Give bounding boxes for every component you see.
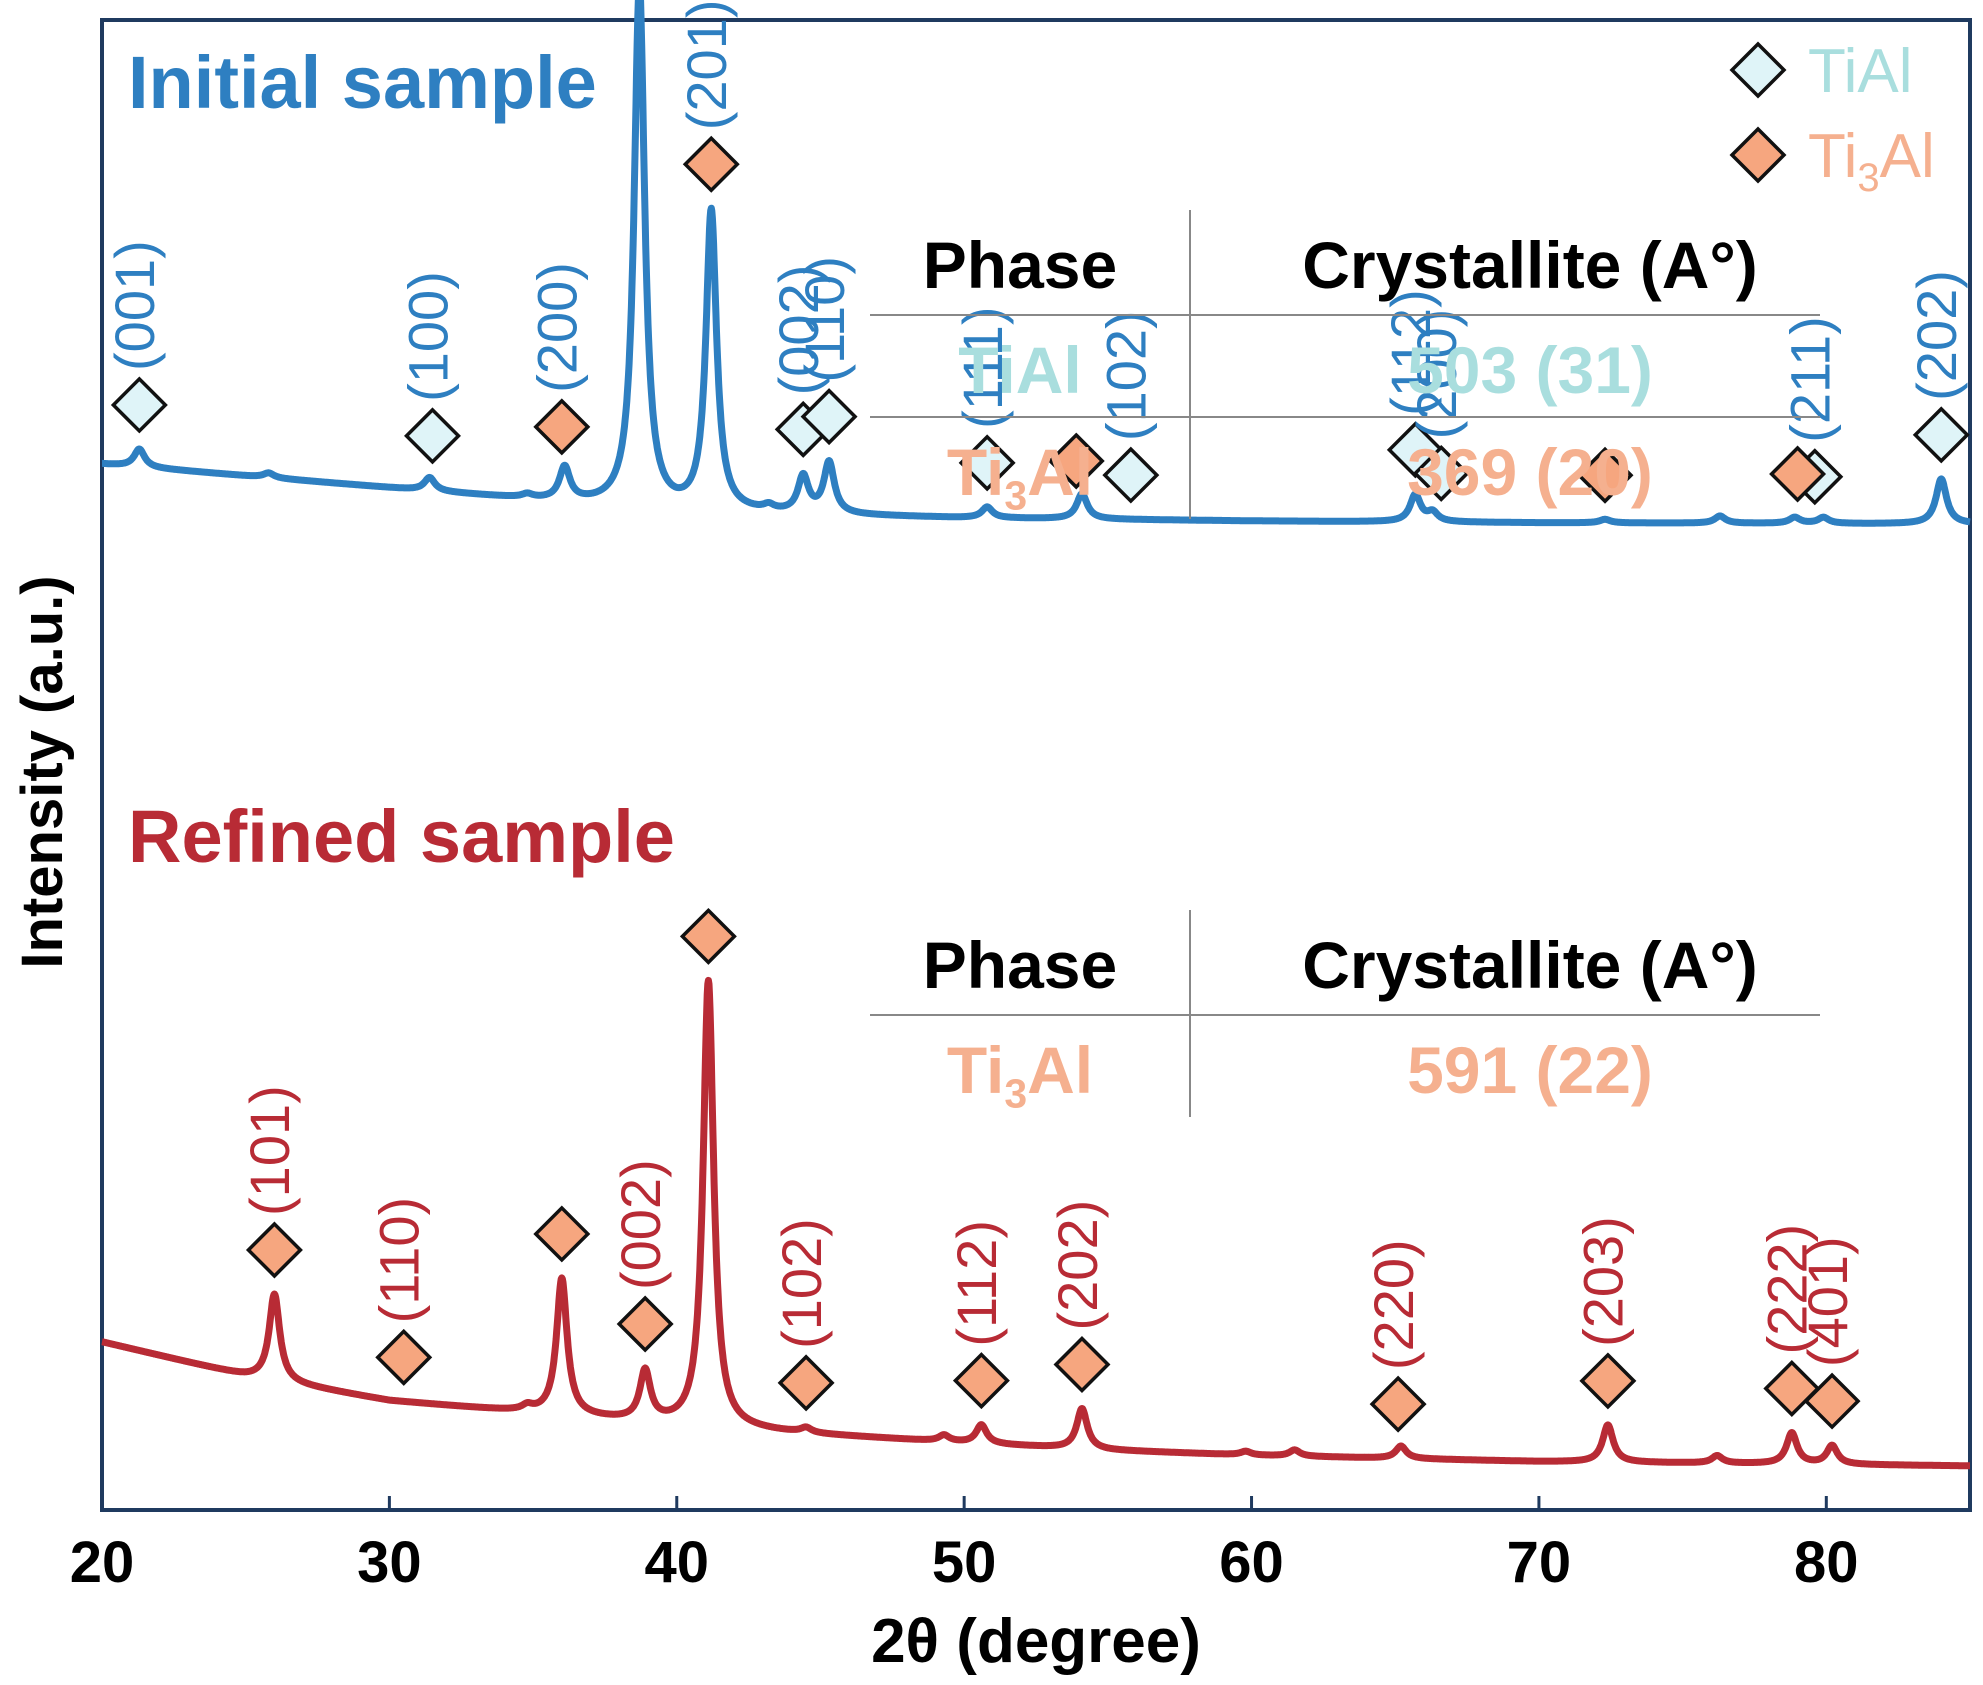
x-tick-label: 50: [932, 1530, 997, 1595]
series-line-refined: [99, 976, 1973, 1470]
peak-label: (102): [1095, 310, 1158, 441]
series-title-refined: Refined sample: [128, 795, 675, 878]
phase-marker-ti3al: [533, 1205, 591, 1263]
table-phase: Ti3Al: [947, 435, 1093, 519]
phase-marker-ti3al: [1047, 432, 1105, 490]
peak-label: (110): [368, 1197, 431, 1324]
phase-marker-tial: [800, 388, 858, 446]
x-tick-label: 80: [1794, 1530, 1859, 1595]
peak-label: (002): [767, 265, 830, 396]
y-axis-label: Intensity (a.u.): [10, 575, 75, 968]
table-value: 591 (22): [1407, 1033, 1653, 1107]
x-axis-label: 2θ (degree): [871, 1607, 1201, 1676]
peak-label: (112): [945, 1220, 1008, 1347]
x-axis: 20 30 40 50 60 70 80: [70, 1496, 1859, 1595]
phase-marker-ti3al: [1803, 1372, 1861, 1430]
plot-frame: [100, 18, 1972, 1512]
legend-marker: [1729, 126, 1787, 184]
table-header-crystallite: Crystallite (A°): [1302, 928, 1758, 1002]
peak-label: (001): [103, 240, 166, 371]
phase-marker-ti3al: [533, 398, 591, 456]
series-layer: [99, 0, 1973, 1470]
table-header-crystallite: Crystallite (A°): [1302, 228, 1758, 302]
phase-marker-tial: [958, 434, 1016, 492]
phase-marker-ti3al: [1369, 1375, 1427, 1433]
marker-layer: (001)(100)(200)(101)(201)(002)(110)(111)…: [103, 0, 1970, 1433]
table-header-phase: Phase: [923, 228, 1117, 302]
phase-marker-ti3al: [1579, 1352, 1637, 1410]
x-tick-label: 60: [1219, 1530, 1284, 1595]
peak-label: (112): [1379, 289, 1442, 416]
phase-marker-ti3al: [245, 1221, 303, 1279]
phase-marker-tial: [1912, 406, 1970, 464]
peak-label: (222): [1756, 1224, 1819, 1355]
peak-label: (110): [793, 256, 856, 383]
phase-marker-tial: [404, 407, 461, 465]
x-tick-label: 20: [70, 1530, 135, 1595]
peak-label: (203): [1572, 1216, 1635, 1347]
x-tick-label: 30: [357, 1530, 422, 1595]
phase-marker-ti3al: [375, 1328, 433, 1386]
peak-label: (002): [609, 1159, 672, 1290]
peak-label: (102): [770, 1218, 833, 1349]
series-title-initial: Initial sample: [128, 41, 597, 124]
legend-label: TiAl: [1808, 37, 1912, 106]
table-value: 369 (20): [1407, 435, 1653, 509]
phase-marker-ti3al: [1769, 445, 1827, 503]
peak-label: (100): [396, 271, 459, 402]
phase-marker-tial: [1102, 446, 1160, 504]
peak-label: (111): [951, 306, 1014, 428]
legend: TiAl Ti3Al: [1729, 37, 1935, 200]
phase-marker-ti3al: [682, 135, 740, 193]
table-phase: TiAl: [958, 333, 1081, 407]
crystallite-table-initial: Phase Crystallite (A°) TiAl 503 (31) Ti3Al 36…: [870, 210, 1820, 519]
peak-label: (101): [238, 1085, 301, 1216]
table-phase: Ti3Al: [947, 1033, 1093, 1117]
peak-label: (201): [675, 0, 738, 130]
crystallite-table-refined: Phase Crystallite (A°) Ti3Al 591 (22): [870, 910, 1820, 1117]
table-header-phase: Phase: [923, 928, 1117, 1002]
phase-marker-ti3al: [952, 1352, 1010, 1410]
phase-marker-ti3al: [1576, 446, 1634, 504]
peak-label: (202): [1905, 270, 1968, 401]
table-layer: Phase Crystallite (A°) TiAl 503 (31) Ti3Al 36…: [870, 210, 1820, 1117]
phase-marker-ti3al: [679, 907, 737, 965]
series-line-initial: [99, 0, 1973, 527]
phase-marker-tial: [1412, 444, 1470, 502]
phase-marker-ti3al: [616, 1295, 674, 1353]
phase-marker-ti3al: [777, 1354, 835, 1412]
x-tick-label: 70: [1507, 1530, 1572, 1595]
peak-label: (401): [1796, 1236, 1859, 1367]
x-tick-label: 40: [645, 1530, 710, 1595]
peak-label: (220): [1362, 1239, 1425, 1370]
phase-marker-ti3al: [1053, 1336, 1111, 1393]
phase-marker-tial: [110, 376, 168, 434]
legend-marker: [1729, 41, 1787, 99]
peak-label: (200): [526, 262, 589, 393]
legend-label: Ti3Al: [1808, 122, 1935, 200]
table-value: 503 (31): [1407, 333, 1653, 407]
peak-label: (211): [1779, 316, 1842, 443]
peak-label: (202): [1046, 1200, 1109, 1331]
